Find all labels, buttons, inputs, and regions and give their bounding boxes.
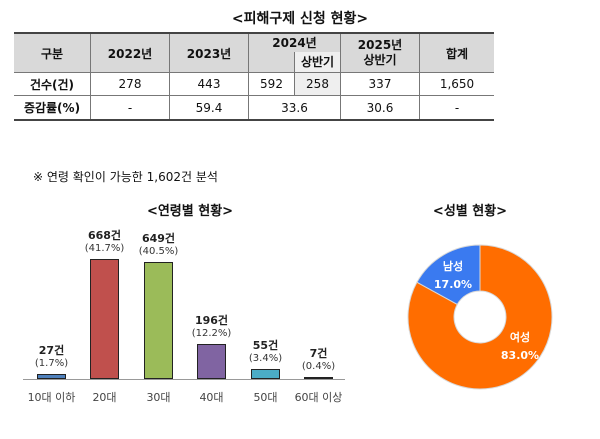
- age-chart-title: <연령별 현황>: [146, 204, 234, 219]
- percent-label: (3.4%): [248, 353, 283, 365]
- bar-4: [251, 369, 280, 379]
- analysis-note: ※ 연령 확인이 가능한 1,602건 분석: [33, 170, 218, 184]
- female-label: 여성 83.0%: [500, 331, 540, 362]
- table-row-rate: 증감률(%) - 59.4 33.6 30.6 -: [14, 95, 494, 120]
- percent-label: (12.2%): [191, 327, 232, 339]
- category-label-4: 50대: [253, 391, 278, 404]
- category-label-2: 30대: [146, 391, 171, 404]
- cell: 59.4: [169, 95, 249, 120]
- bar-label-4: 55건 (3.4%): [236, 340, 296, 365]
- value-label: 649건: [141, 232, 176, 246]
- cell: 337: [340, 72, 420, 96]
- gender-chart-title: <성별 현황>: [432, 204, 508, 219]
- percent-label: (40.5%): [138, 246, 179, 258]
- cell: 443: [169, 72, 249, 96]
- bar-0: [37, 374, 66, 379]
- table-row-count: 건수(건) 278 443 592 258 337 1,650: [14, 72, 494, 96]
- bar-label-3: 196건 (12.2%): [182, 313, 242, 340]
- value-label: 668건: [87, 229, 122, 242]
- cell: -: [419, 95, 494, 120]
- value-label: 27건: [38, 344, 65, 358]
- header-2024-h1: 상반기: [294, 52, 340, 72]
- header-2025-h1: 상반기: [363, 53, 397, 67]
- male-label: 남성 17.0%: [433, 260, 473, 291]
- row-label: 증감률(%): [14, 95, 91, 120]
- value-label: 55건: [252, 339, 279, 353]
- header-2024-label: 2024년: [272, 36, 317, 50]
- value-label: 196건: [194, 313, 229, 327]
- bar-label-5: 7건 (0.4%): [289, 348, 349, 373]
- cell: 278: [90, 72, 170, 96]
- cell: 33.6: [248, 95, 341, 120]
- cell: 30.6: [340, 95, 420, 120]
- row-label: 건수(건): [14, 72, 91, 96]
- slice-1: [407, 244, 553, 390]
- bar-3: [197, 343, 226, 379]
- header-total: 합계: [419, 33, 494, 73]
- header-2022: 2022년: [90, 33, 170, 73]
- percent-label: (0.4%): [301, 361, 336, 372]
- header-2025-label: 2025년: [357, 38, 403, 52]
- percent-label: (41.7%): [84, 243, 125, 254]
- cell: 1,650: [419, 72, 494, 96]
- gender-donut-chart: [407, 244, 553, 390]
- percent-label: (1.7%): [34, 358, 69, 370]
- cell: 592: [248, 72, 295, 96]
- category-label-5: 60대 이상: [294, 391, 343, 404]
- bar-2: [144, 262, 173, 379]
- header-2023: 2023년: [169, 33, 249, 73]
- relief-application-table: 구분 2022년 2023년 2024년 상반기 2025년 상반기 합계 건수(…: [14, 32, 494, 121]
- value-label: 7건: [309, 347, 328, 360]
- cell: -: [90, 95, 170, 120]
- category-label-1: 20대: [92, 391, 117, 404]
- x-axis: [23, 379, 345, 380]
- bar-5: [304, 377, 333, 379]
- header-2024: 2024년 상반기: [248, 33, 341, 73]
- category-label-0: 10대 이하: [27, 391, 76, 404]
- table-header-row: 구분 2022년 2023년 2024년 상반기 2025년 상반기 합계: [14, 33, 494, 73]
- header-category: 구분: [14, 33, 91, 73]
- header-2025: 2025년 상반기: [340, 33, 420, 73]
- category-label-3: 40대: [199, 391, 224, 404]
- bar-label-0: 27건 (1.7%): [22, 345, 82, 370]
- bar-label-2: 649건 (40.5%): [129, 233, 189, 258]
- table-title: <피해구제 신청 현황>: [231, 11, 369, 27]
- bar-label-1: 668건 (41.7%): [75, 230, 135, 255]
- bar-1: [90, 259, 119, 379]
- cell: 258: [294, 72, 341, 96]
